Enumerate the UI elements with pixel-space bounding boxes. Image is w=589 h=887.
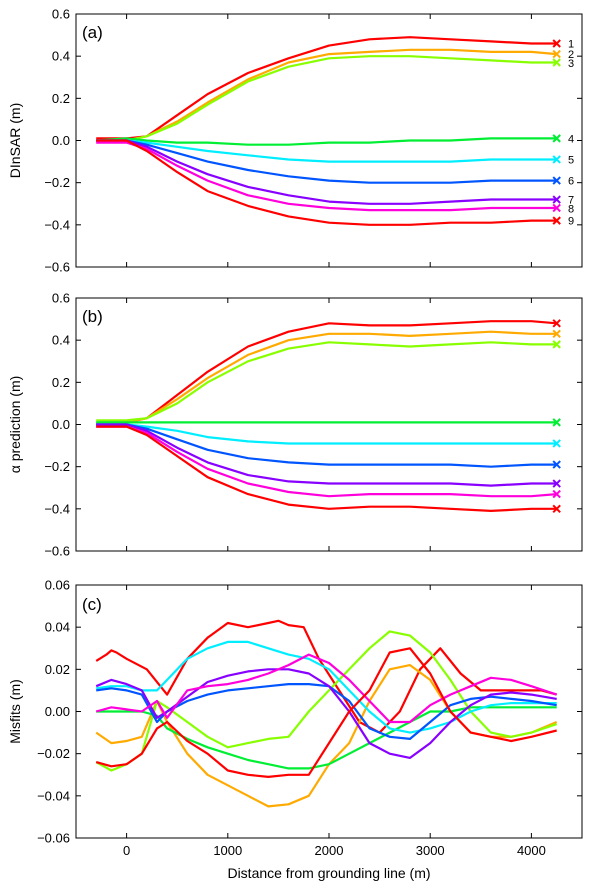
end-marker-9 [552, 504, 561, 514]
y-tick-label: −0.4 [44, 217, 70, 232]
series-line-9 [95, 647, 557, 778]
ticks: 0 1000 2000 3000 4000 −0.06 −0.04 −0.02 0.00 0.02… [37, 578, 582, 858]
series-line-2 [96, 48, 557, 142]
y-tick-label: 0.06 [45, 578, 70, 593]
series-line-7 [96, 423, 557, 487]
series-number-9: 9 [568, 216, 574, 228]
y-tick-label: 0.2 [52, 91, 70, 106]
y-axis-label: Misfits (m) [7, 679, 23, 744]
x-tick-label: 0 [123, 843, 130, 858]
series-line-9 [96, 425, 557, 512]
series-line-5 [96, 640, 557, 734]
y-axis-label: α prediction (m) [7, 376, 23, 474]
panel-label: (c) [82, 595, 102, 614]
y-tick-label: −0.04 [37, 788, 70, 803]
series-number-1: 1 [568, 39, 574, 51]
end-marker-5 [552, 439, 561, 448]
series-line-8 [96, 425, 557, 498]
y-tick-label: −0.6 [44, 260, 70, 275]
x-tick-label: 3000 [416, 843, 445, 858]
y-tick-label: 0.6 [52, 291, 70, 306]
y-tick-label: 0.00 [45, 704, 70, 719]
y-tick-label: −0.06 [37, 831, 70, 846]
x-tick-label: 2000 [315, 843, 344, 858]
end-marker-6 [552, 176, 561, 185]
y-tick-label: −0.6 [44, 544, 70, 559]
series-line-7 [96, 139, 557, 205]
end-marker-2 [552, 49, 561, 59]
y-axis-label: DInSAR (m) [7, 103, 23, 178]
ticks: −0.6 −0.4 −0.2 0.0 0.2 0.4 0.6 [44, 291, 582, 559]
series-lines [96, 36, 557, 226]
panel-label: (a) [82, 23, 103, 42]
y-tick-label: 0.04 [45, 620, 70, 635]
series-number-8: 8 [568, 204, 574, 216]
y-tick-label: 0.6 [52, 7, 70, 22]
end-marker-6 [552, 460, 561, 469]
series-line-9 [96, 139, 557, 226]
series-line-4 [96, 137, 557, 146]
y-tick-label: 0.2 [52, 375, 70, 390]
y-tick-label: −0.2 [44, 459, 70, 474]
y-tick-label: 0.4 [52, 333, 70, 348]
series-number-4: 4 [568, 133, 574, 145]
ticks: −0.6 −0.4 −0.2 0.0 0.2 0.4 0.6 [44, 7, 582, 275]
series-line-3 [96, 55, 557, 142]
end-markers [552, 319, 561, 514]
end-marker-7 [552, 195, 561, 204]
y-tick-label: −0.02 [37, 746, 70, 761]
y-tick-label: 0.4 [52, 49, 70, 64]
series-number-5: 5 [568, 154, 574, 166]
series-line-7 [95, 668, 557, 759]
end-marker-1 [552, 319, 561, 328]
y-tick-label: −0.4 [44, 501, 70, 516]
end-marker-8 [552, 203, 561, 213]
y-tick-label: 0.02 [45, 662, 70, 677]
series-line-6 [96, 139, 557, 184]
series-line-8 [96, 141, 557, 212]
y-tick-label: 0.0 [52, 133, 70, 148]
series-line-3 [96, 341, 557, 422]
series-line-1 [95, 619, 557, 734]
series-number-6: 6 [568, 176, 574, 188]
y-tick-label: −0.2 [44, 175, 70, 190]
panel-b: −0.6 −0.4 −0.2 0.0 0.2 0.4 0.6 (b) α predictio… [7, 291, 583, 559]
end-marker-2 [552, 329, 561, 339]
panel-label: (b) [82, 307, 103, 326]
series-line-8 [95, 653, 558, 724]
panel-c: 0 1000 2000 3000 4000 −0.06 −0.04 −0.02 0.00 0.02… [7, 578, 583, 881]
series-line-5 [96, 423, 557, 445]
end-marker-7 [552, 479, 561, 488]
x-tick-label: 1000 [213, 843, 242, 858]
end-marker-3 [552, 340, 561, 349]
series-number-7: 7 [568, 195, 574, 207]
x-axis-label: Distance from grounding line (m) [227, 865, 430, 881]
end-marker-4 [552, 418, 561, 427]
series-line-6 [96, 423, 557, 468]
series-line-3 [95, 630, 558, 772]
series-lines [95, 619, 558, 808]
end-marker-9 [552, 216, 561, 225]
series-line-6 [96, 683, 557, 740]
end-marker-5 [552, 155, 561, 164]
panel-a: 123 4 5 6 789 −0.6 −0.4 −0.2 0.0 0.2 0.4 0.6 (a) D… [7, 7, 583, 275]
plot-frame [75, 297, 583, 552]
end-markers: 123 4 5 6 789 [552, 39, 574, 228]
x-tick-label: 4000 [517, 843, 546, 858]
y-tick-label: 0.0 [52, 417, 70, 432]
series-number-3: 3 [568, 58, 574, 70]
end-marker-8 [552, 489, 561, 499]
end-marker-1 [552, 39, 561, 48]
end-marker-3 [552, 58, 561, 67]
series-number-2: 2 [568, 49, 574, 61]
series-lines [96, 320, 557, 512]
end-marker-4 [552, 134, 561, 143]
series-line-5 [96, 139, 557, 163]
